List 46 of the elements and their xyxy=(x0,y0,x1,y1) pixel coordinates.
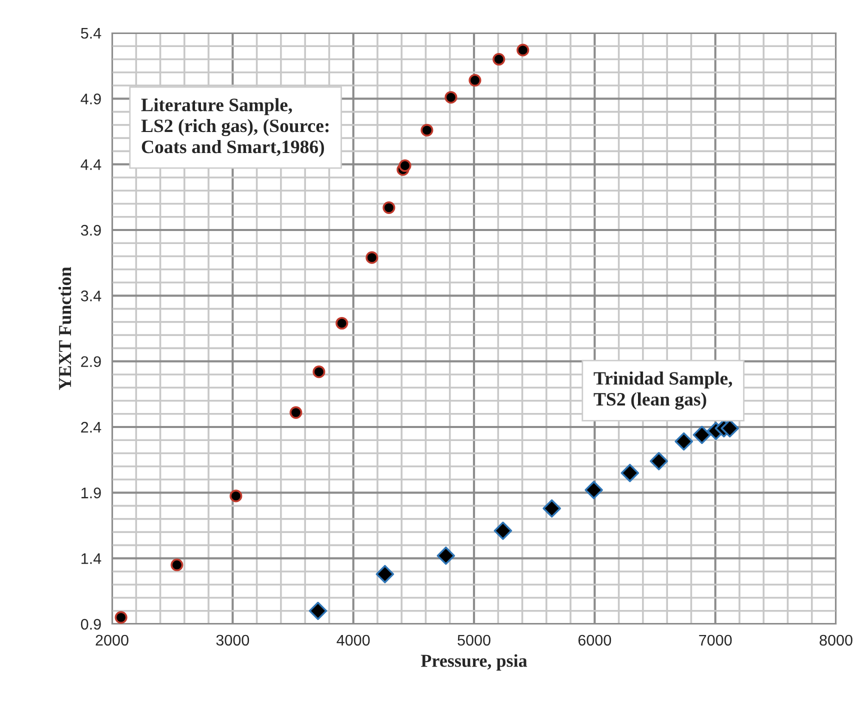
x-axis-title: Pressure, psia xyxy=(420,654,528,671)
point xyxy=(382,201,396,214)
x-tick-label: 5000 xyxy=(458,634,490,646)
point xyxy=(114,611,128,624)
y-tick-label: 0.9 xyxy=(80,618,101,630)
point xyxy=(398,159,412,172)
point xyxy=(170,558,184,572)
y-tick-label: 1.9 xyxy=(82,488,101,498)
y-tick-label: 3.9 xyxy=(80,224,101,236)
x-tick-label: 2000 xyxy=(96,634,128,646)
point xyxy=(468,74,482,87)
y-tick-label: 4.9 xyxy=(80,94,101,104)
x-tick-label: 7000 xyxy=(699,634,732,646)
point xyxy=(492,52,506,66)
point xyxy=(420,124,434,136)
x-tick-label: 8000 xyxy=(820,634,852,646)
point xyxy=(494,522,512,540)
point xyxy=(376,564,394,584)
x-tick-label: 6000 xyxy=(578,634,612,646)
point xyxy=(436,546,456,565)
y-tick-label: 4.4 xyxy=(80,159,102,170)
y-tick-label: 1.4 xyxy=(82,553,102,564)
y-tick-label: 2.4 xyxy=(81,422,102,433)
point xyxy=(230,490,242,502)
x-tick-label: 3000 xyxy=(216,634,250,646)
point xyxy=(584,480,603,500)
annotation: Literature Sample, LS2 (rich gas), (Source: Coats and Smart,1986) xyxy=(141,98,329,158)
point xyxy=(542,499,561,518)
annotation: Trinidad Sample, TS2 (lean gas) xyxy=(594,372,732,410)
point xyxy=(620,464,640,482)
point xyxy=(674,432,693,451)
y-tick-label: 3.4 xyxy=(80,290,102,302)
point xyxy=(308,602,328,620)
point xyxy=(444,91,458,104)
point xyxy=(290,406,302,419)
y-tick-label: 2.9 xyxy=(81,356,101,368)
point xyxy=(516,44,530,56)
point xyxy=(336,316,348,330)
y-tick-label: 5.4 xyxy=(80,28,102,39)
point xyxy=(692,426,712,444)
point xyxy=(312,366,326,378)
point xyxy=(366,251,378,264)
point xyxy=(720,419,739,438)
x-tick-label: 4000 xyxy=(336,634,370,646)
point xyxy=(650,452,668,470)
y-axis-title: YEXT Function xyxy=(58,266,72,390)
